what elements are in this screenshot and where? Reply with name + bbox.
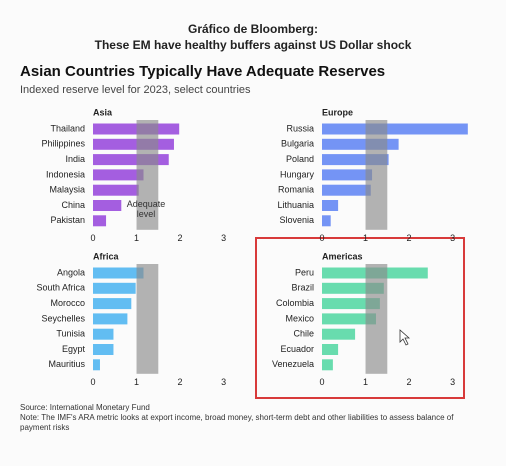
bar [93,313,128,325]
bar [322,282,384,294]
category-label: Russia [286,123,314,133]
bar [322,215,331,227]
category-label: Lithuania [277,200,314,210]
x-tick-label: 2 [178,233,183,243]
x-tick-label: 3 [221,377,226,387]
annotation: Adequate level [126,199,166,219]
kicker: Gráfico de Bloomberg: [187,22,318,36]
category-label: Mexico [285,313,314,323]
category-label: Brazil [291,283,314,293]
bar [322,313,376,325]
bar [322,328,356,340]
category-label: Peru [295,267,314,277]
category-label: Mauritius [48,359,85,369]
bar [322,298,380,310]
category-label: Morocco [50,298,85,308]
adequate-band [365,120,388,230]
adequate-band [365,264,388,374]
category-label: Malaysia [49,185,85,195]
category-label: Hungary [280,169,315,179]
category-label: China [61,200,85,210]
adequate-band [136,120,159,230]
category-label: Seychelles [41,313,85,323]
panel-title: Europe [322,107,353,117]
title: Asian Countries Typically Have Adequate … [20,63,386,80]
x-tick-label: 0 [90,233,95,243]
x-tick-label: 2 [178,377,183,387]
bar [322,359,333,371]
bar [93,282,136,294]
category-label: South Africa [36,283,85,293]
bar [93,215,107,227]
x-tick-label: 1 [363,377,368,387]
bar [322,184,371,196]
bar [93,169,144,181]
category-label: Philippines [41,139,85,149]
bar [322,169,373,181]
subtitle: Indexed reserve level for 2023, select c… [20,84,251,96]
category-label: Indonesia [46,169,85,179]
category-label: Thailand [50,123,85,133]
x-tick-label: 3 [450,233,455,243]
category-label: Colombia [276,298,314,308]
category-label: Poland [286,154,314,164]
x-tick-label: 2 [407,233,412,243]
bar [322,138,399,150]
panel-title: Africa [93,251,120,261]
category-label: India [65,154,85,164]
bar [322,344,339,355]
bar [322,154,389,166]
note: Note: The IMF's ARA metric looks at expo… [20,413,454,432]
kicker-line: These EM have healthy buffers against US… [94,38,412,52]
category-label: Romania [278,185,314,195]
x-tick-label: 1 [363,233,368,243]
x-tick-label: 0 [319,233,324,243]
category-label: Slovenia [279,215,314,225]
category-label: Venezuela [272,359,314,369]
highlight-box [255,237,465,399]
x-tick-label: 2 [407,377,412,387]
bar [93,123,180,135]
category-label: Tunisia [56,329,85,339]
category-label: Bulgaria [281,139,314,149]
panel-title: Americas [322,251,363,261]
bar [93,200,122,211]
bar [93,154,169,166]
x-tick-label: 3 [221,233,226,243]
x-tick-label: 1 [134,233,139,243]
source: Source: International Monetary Fund [20,403,150,412]
bar [93,298,132,310]
bar [93,359,100,371]
category-label: Ecuador [280,344,314,354]
adequate-band [136,264,159,374]
bar [93,138,174,150]
panel-title: Asia [93,107,113,117]
category-label: Pakistan [50,215,85,225]
bar [93,184,139,196]
x-tick-label: 0 [90,377,95,387]
category-label: Chile [293,329,314,339]
bar [322,123,468,135]
category-label: Angola [57,267,85,277]
x-tick-label: 1 [134,377,139,387]
bar [93,267,144,279]
cursor [399,329,411,346]
bar [93,344,114,355]
bar [93,328,114,340]
bar [322,200,339,211]
x-tick-label: 0 [319,377,324,387]
x-tick-label: 3 [450,377,455,387]
category-label: Egypt [62,344,86,354]
